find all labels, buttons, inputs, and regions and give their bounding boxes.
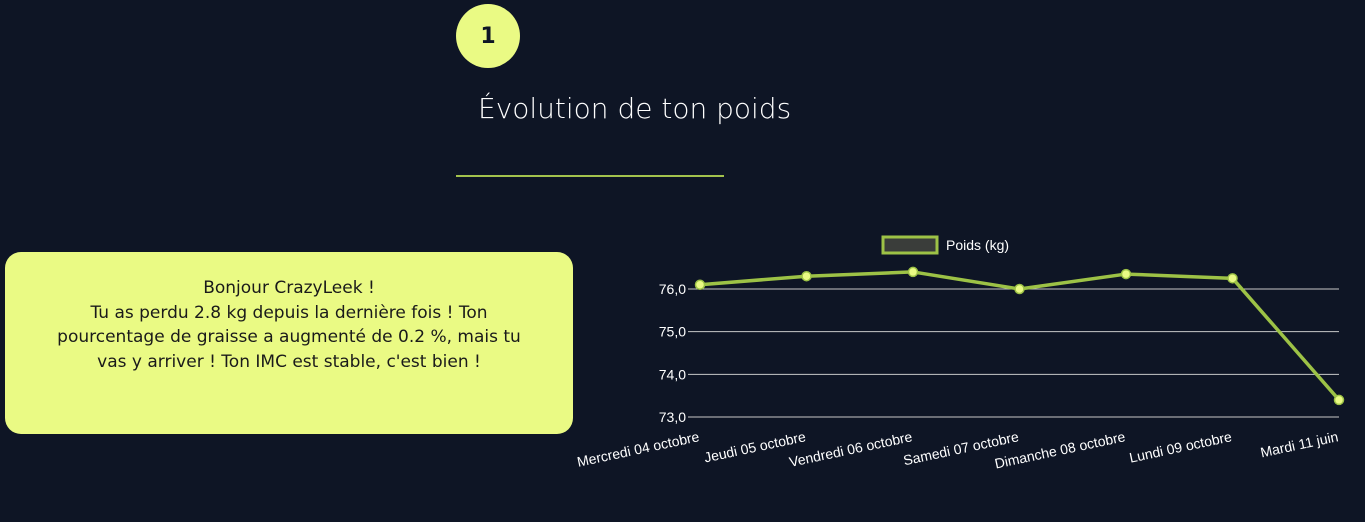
message-greeting: Bonjour CrazyLeek !: [203, 278, 375, 298]
data-point: [1014, 283, 1025, 295]
title-divider: [456, 175, 724, 177]
x-tick-label: Mardi 11 juin: [1259, 428, 1340, 460]
weight-line-chart: 73,0 74,0 75,0 76,0 Poids (kg) Mercredi 04 oc…: [576, 235, 1345, 472]
legend-label: Poids (kg): [946, 237, 1009, 253]
section-title: Évolution de ton poids: [478, 92, 792, 125]
message-line: Tu as perdu 2.8 kg depuis la dernière fo…: [90, 302, 488, 323]
message-card: Bonjour CrazyLeek ! Tu as perdu 2.8 kg d…: [5, 252, 573, 434]
x-tick-label: Mercredi 04 octobre: [576, 428, 701, 470]
x-tick-label: Lundi 09 octobre: [1128, 428, 1234, 465]
message-line: vas y arriver ! Ton IMC est stable, c'es…: [97, 351, 481, 372]
data-point: [1227, 273, 1238, 284]
data-point: [1333, 394, 1345, 406]
message-line: pourcentage de graisse a augmenté de 0.2…: [57, 327, 521, 347]
y-tick-label: 73,0: [659, 409, 686, 425]
y-tick-label: 75,0: [659, 324, 686, 340]
data-point: [907, 266, 919, 278]
data-point: [1120, 268, 1132, 280]
step-number-badge: 1: [456, 4, 520, 68]
x-tick-label: Vendredi 06 octobre: [788, 428, 914, 470]
data-point: [694, 279, 706, 290]
y-tick-label: 76,0: [659, 281, 686, 297]
data-point: [801, 270, 812, 282]
legend-swatch: [881, 235, 939, 255]
y-tick-label: 74,0: [659, 366, 686, 382]
